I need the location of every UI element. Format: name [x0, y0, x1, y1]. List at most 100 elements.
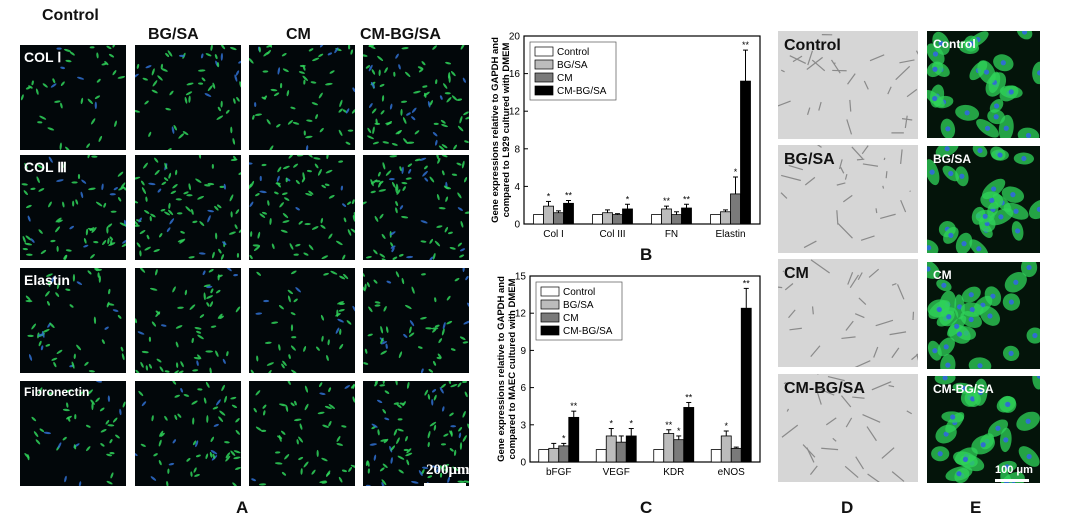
cell-dot	[135, 73, 139, 79]
cell-dot	[140, 443, 146, 447]
cell-dot	[403, 448, 409, 452]
bar	[563, 202, 574, 225]
cell-dot	[451, 173, 458, 176]
cell-dot	[65, 146, 71, 150]
cell-dot	[382, 141, 390, 144]
cell-dot	[411, 107, 417, 113]
cell-dot	[180, 361, 184, 368]
cell-dot	[158, 439, 162, 447]
cell-dot	[448, 75, 451, 83]
bar	[720, 211, 731, 225]
cell-dot	[117, 171, 124, 177]
cell-dot	[427, 393, 431, 400]
cell-dot	[249, 162, 253, 165]
cell-dot	[424, 92, 427, 98]
cell-dot	[441, 170, 445, 176]
nucleus	[983, 69, 990, 75]
cell-dot	[408, 168, 412, 174]
nucleus	[1036, 206, 1040, 212]
cell-dot	[106, 226, 109, 234]
cell-dot	[401, 215, 409, 219]
cell-dot	[55, 226, 61, 233]
cell-dot	[298, 71, 305, 74]
tube-line	[854, 360, 871, 367]
cell-dot	[215, 289, 221, 294]
nucleus	[956, 471, 962, 477]
cell-dot	[390, 242, 394, 248]
cell-dot	[199, 314, 205, 318]
tube-line	[806, 56, 823, 70]
cell-dot	[294, 400, 297, 406]
cell-dot	[251, 478, 256, 482]
cell-dot	[266, 119, 271, 125]
cell-dot	[432, 389, 437, 393]
cell-dot	[443, 463, 450, 468]
nucleus	[1008, 350, 1014, 356]
cell-dot	[91, 155, 98, 158]
cell-dot	[367, 135, 374, 140]
tube-line	[852, 396, 865, 399]
nucleus	[943, 431, 949, 437]
cell-dot	[413, 90, 421, 94]
cell-dot	[303, 345, 307, 352]
cell-dot	[37, 164, 43, 169]
cell-dot	[395, 53, 399, 59]
cell-dot	[339, 275, 346, 280]
cell-dot	[253, 407, 257, 413]
cell-dot	[311, 226, 319, 230]
cell-dot	[406, 255, 414, 259]
cell-dot	[284, 197, 290, 201]
cell-dot	[27, 215, 31, 222]
cell-dot	[378, 69, 381, 77]
nucleus	[1025, 418, 1031, 424]
cell-dot	[25, 204, 32, 209]
nucleus	[1004, 464, 1010, 470]
cell-dot	[271, 243, 275, 250]
cell-dot	[164, 211, 171, 216]
fluorescence-label: CM-BG/SA	[933, 382, 994, 396]
cell-dot	[47, 127, 55, 131]
y-axis-label: Gene expressions relative to GAPDH and	[490, 37, 501, 223]
cell-dot	[235, 70, 240, 76]
cell-dot	[378, 180, 384, 185]
cell-dot	[99, 407, 105, 412]
cell-dot	[235, 429, 240, 435]
cell-dot	[171, 126, 175, 134]
nucleus	[956, 331, 962, 337]
cell-dot	[381, 233, 386, 240]
tube-line	[778, 286, 783, 289]
tube-line	[871, 381, 892, 391]
cell-dot	[308, 48, 314, 52]
bar	[568, 416, 580, 463]
nucleus	[968, 41, 974, 47]
cell-dot	[351, 199, 355, 205]
cell-dot	[238, 228, 241, 233]
cell-dot	[89, 46, 95, 49]
cell-dot	[345, 141, 351, 145]
tube-line	[782, 270, 785, 273]
cell-dot	[363, 285, 366, 292]
cell-dot	[40, 345, 44, 351]
cell-dot	[368, 64, 373, 72]
cell-dot	[433, 424, 437, 431]
cell-dot	[225, 455, 231, 462]
cell-dot	[457, 242, 462, 247]
tube-line	[860, 235, 875, 241]
tube-line	[830, 59, 841, 74]
cell-dot	[347, 45, 351, 50]
tube-line	[847, 73, 856, 85]
cell-dot	[364, 283, 367, 291]
cell-dot	[424, 389, 429, 396]
nucleus	[968, 292, 974, 298]
cell-dot	[338, 108, 343, 113]
cell-dot	[460, 45, 465, 50]
cell-dot	[377, 171, 381, 177]
y-tick-label: 15	[515, 272, 527, 283]
nucleus	[1010, 192, 1016, 198]
panel-b-chart: 0 4 8 12 16 20 Gene expressions relative to GA…	[490, 32, 761, 240]
cell-dot	[401, 181, 408, 185]
tube-line	[904, 115, 908, 129]
cell-dot	[233, 456, 241, 460]
cell-dot	[46, 273, 53, 277]
legend-label: CM	[557, 73, 573, 84]
